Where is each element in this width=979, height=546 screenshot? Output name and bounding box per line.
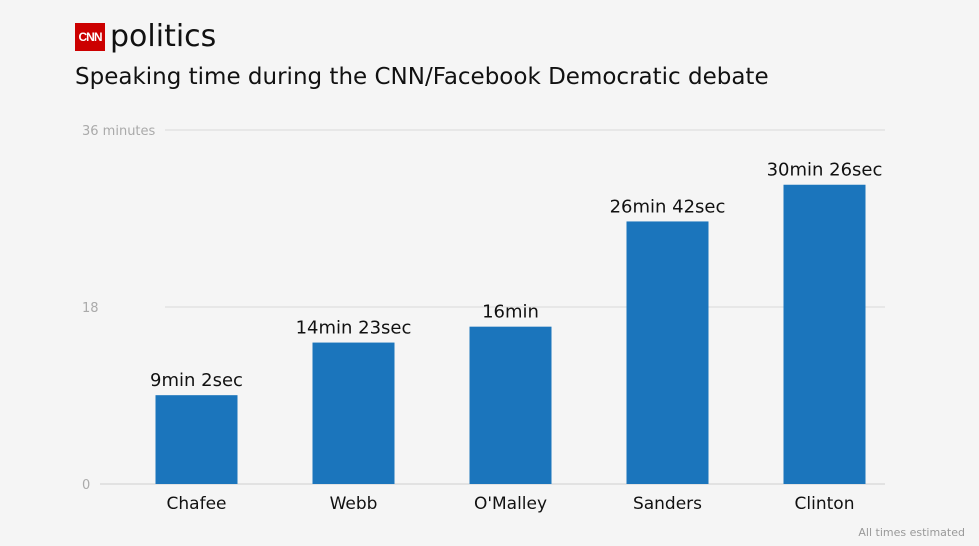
data-label: 9min 2sec <box>150 370 243 391</box>
y-tick-label: 0 <box>82 478 90 493</box>
y-tick-label: 36 minutes <box>82 124 156 139</box>
y-tick-label: 18 <box>82 301 99 316</box>
cnn-logo: CNN <box>75 23 105 51</box>
category-label: O'Malley <box>474 494 547 514</box>
category-label: Sanders <box>633 494 702 514</box>
category-label: Clinton <box>795 494 855 514</box>
bar-omalley <box>469 326 552 484</box>
chart-title: Speaking time during the CNN/Facebook De… <box>75 64 769 90</box>
bar-clinton <box>783 184 866 484</box>
data-label: 30min 26sec <box>767 160 883 181</box>
category-label: Chafee <box>167 494 227 514</box>
brand-header: CNN politics <box>75 22 216 52</box>
bar-sanders <box>626 221 709 484</box>
data-label: 14min 23sec <box>296 318 412 339</box>
data-label: 26min 42sec <box>610 196 726 217</box>
data-label: 16min <box>482 302 539 323</box>
bar-webb <box>312 342 395 484</box>
bar-chafee <box>155 395 238 484</box>
footnote: All times estimated <box>858 526 965 539</box>
category-label: Webb <box>330 494 378 514</box>
brand-word: politics <box>110 19 217 54</box>
